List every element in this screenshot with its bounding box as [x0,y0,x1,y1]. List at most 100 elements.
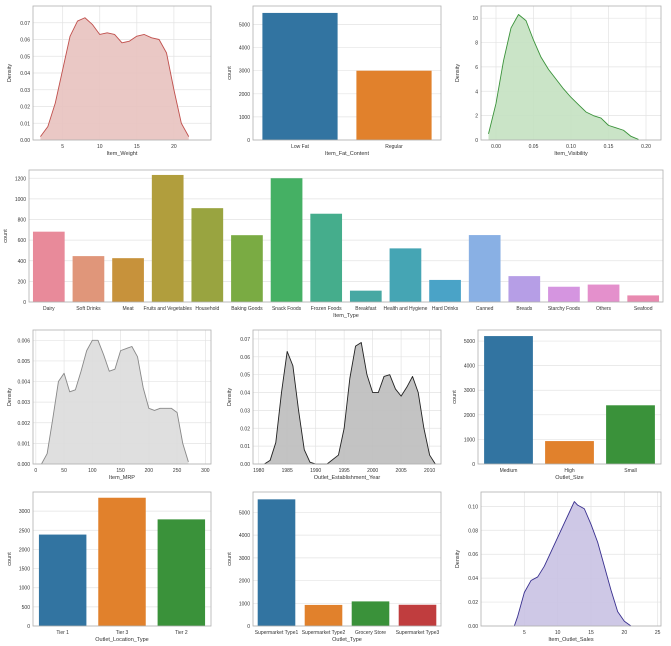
x-tick-label: Meat [123,306,135,312]
y-axis-label: Density [7,64,13,83]
x-tick-label: Frozen Foods [311,306,342,312]
y-tick-label: 600 [18,238,27,244]
y-tick-label: 6 [475,65,478,71]
axes-frame [252,491,442,627]
x-tick-label: 0.20 [641,144,651,150]
y-axis-label: count [3,229,9,243]
y-tick-label: 1000 [19,586,30,592]
x-tick-label: Canned [476,306,494,312]
y-tick-label: 0.00 [468,624,478,630]
x-tick-label: 2000 [367,468,378,474]
axes-frame [252,5,442,141]
y-tick-label: 5000 [239,510,250,516]
x-tick-label: 1985 [282,468,293,474]
density-area [514,501,631,626]
x-tick-label: 1980 [253,468,264,474]
y-tick-label: 1000 [464,437,475,443]
x-tick-label: 15 [588,630,594,636]
y-tick-label: 3000 [19,509,30,515]
x-tick-label: 0.15 [604,144,614,150]
y-tick-label: 0 [472,462,475,468]
y-tick-label: 0 [247,624,250,630]
y-tick-label: 4 [475,89,478,95]
y-axis-label: Density [7,388,13,407]
bar-household [191,208,224,302]
axes-frame [480,5,662,141]
y-tick-label: 0 [23,300,26,306]
y-tick-label: 0.04 [20,71,30,77]
y-tick-label: 2000 [19,547,30,553]
y-tick-label: 2000 [239,92,250,98]
y-tick-label: 2000 [464,413,475,419]
y-tick-label: 500 [22,605,31,611]
x-tick-label: 1990 [310,468,321,474]
y-tick-label: 1000 [15,197,26,203]
bar-canned [468,235,501,302]
bar-snack-foods [270,178,303,302]
y-tick-label: 0.004 [17,380,30,386]
y-tick-label: 0.006 [17,338,30,344]
y-tick-label: 0.07 [20,21,30,27]
density-line [41,339,189,465]
bar-baking-goods [231,235,263,302]
x-axis-label: Item_Outlet_Sales [548,637,593,643]
y-axis-label: Density [455,550,461,569]
x-axis-label: Item_MRP [109,475,135,481]
y-tick-label: 1200 [15,176,26,182]
x-axis-label: Outlet_Size [555,475,583,481]
y-tick-label: 4000 [239,46,250,52]
x-tick-label: 1995 [339,468,350,474]
subplot-outlet-size: 0 1000 2000 3000 4000 5000 Medium High Small Outl… [452,329,662,481]
x-tick-label: Tier 2 [175,630,188,636]
x-axis-label: Item_Type [333,313,359,319]
y-tick-label: 0.003 [17,400,30,406]
x-tick-label: 5 [523,630,526,636]
y-tick-label: 0.05 [240,373,250,379]
axes-frame [480,491,662,627]
bar-fruits-and-vegetables [151,174,184,302]
bar-meat [112,258,144,302]
subplot-item-type: 0 200 400 600 800 1000 1200 Dairy Soft Drinks Mea… [3,169,664,319]
bar-regular [356,70,432,140]
bar-soft-drinks [72,256,105,302]
x-tick-label: Baking Goods [231,306,263,312]
y-tick-label: 1000 [239,115,250,121]
x-tick-label: 0 [34,468,37,474]
x-tick-label: Grocery Store [355,630,386,636]
axes-frame [32,329,212,465]
y-tick-label: 0.08 [468,528,478,534]
density-area [264,342,436,464]
y-tick-label: 0.05 [20,54,30,60]
y-axis-label: count [452,390,458,404]
y-tick-label: 0.001 [17,441,30,447]
y-tick-label: 2 [475,114,478,120]
x-axis-label: Item_Visibility [554,151,588,157]
y-tick-label: 0.02 [240,426,250,432]
bar-tier-1 [38,534,87,626]
bar-tier-2 [157,519,206,626]
y-tick-label: 0.04 [240,391,250,397]
x-tick-label: Household [195,306,219,312]
bar-small [606,405,655,464]
x-tick-label: Hard Drinks [432,306,459,312]
x-tick-label: Medium [500,468,518,474]
bar-frozen-foods [310,213,343,302]
x-tick-label: Supermarket Type3 [396,630,440,636]
x-tick-label: 250 [173,468,182,474]
y-tick-label: 0.00 [240,462,250,468]
x-tick-label: Small [624,468,637,474]
x-tick-label: Tier 3 [116,630,129,636]
subplot-item-visibility: 0 2 4 6 8 10 0.00 0.05 0.10 0.15 0.20 Item_Visibili… [455,5,662,157]
y-tick-label: 1000 [239,601,250,607]
x-tick-label: Dairy [43,306,55,312]
y-axis-label: count [227,66,233,80]
x-tick-label: Breakfast [355,306,377,312]
x-tick-label: 2010 [424,468,435,474]
subplot-outlet-location-type: 0 500 1000 1500 2000 2500 3000 Tier 1 Tier 3 Tier… [7,491,212,643]
y-tick-label: 4000 [464,364,475,370]
bar-breakfast [349,290,382,302]
y-axis-label: Density [227,388,233,407]
y-tick-label: 400 [18,259,27,265]
